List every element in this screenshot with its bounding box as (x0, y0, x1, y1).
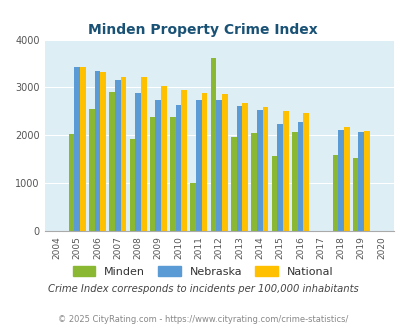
Bar (89, 110, 94, 231)
Bar (141, 78, 146, 231)
Bar (201, 93, 207, 231)
Bar (74, 67, 80, 231)
Bar (161, 85, 166, 231)
Bar (109, 92, 115, 231)
Bar (230, 137, 236, 231)
Bar (175, 105, 181, 231)
Bar (282, 112, 288, 231)
Bar (80, 67, 85, 231)
Bar (170, 117, 175, 231)
Bar (256, 111, 262, 231)
Bar (115, 80, 120, 231)
Legend: Minden, Nebraska, National: Minden, Nebraska, National (68, 261, 337, 281)
Bar (222, 94, 227, 231)
Bar (358, 132, 363, 231)
Bar (277, 124, 282, 231)
Text: Crime Index corresponds to incidents per 100,000 inhabitants: Crime Index corresponds to incidents per… (47, 284, 358, 294)
Text: © 2025 CityRating.com - https://www.cityrating.com/crime-statistics/: © 2025 CityRating.com - https://www.city… (58, 315, 347, 324)
Bar (190, 183, 196, 231)
Bar (242, 103, 247, 231)
Bar (303, 113, 308, 231)
Bar (100, 72, 106, 231)
Bar (129, 139, 135, 231)
Bar (337, 130, 343, 231)
Bar (297, 122, 303, 231)
Bar (155, 100, 161, 231)
Bar (196, 100, 201, 231)
Bar (363, 130, 369, 231)
Bar (216, 100, 222, 231)
Bar (120, 77, 126, 231)
Bar (94, 71, 100, 231)
Text: Minden Property Crime Index: Minden Property Crime Index (88, 23, 317, 37)
Bar (352, 158, 358, 231)
Bar (291, 132, 297, 231)
Bar (332, 155, 337, 231)
Bar (68, 134, 74, 231)
Bar (149, 117, 155, 231)
Bar (181, 90, 187, 231)
Bar (236, 106, 242, 231)
Bar (251, 133, 256, 231)
Bar (210, 58, 216, 231)
Bar (271, 156, 277, 231)
Bar (262, 107, 268, 231)
Bar (343, 127, 349, 231)
Bar (135, 93, 141, 231)
